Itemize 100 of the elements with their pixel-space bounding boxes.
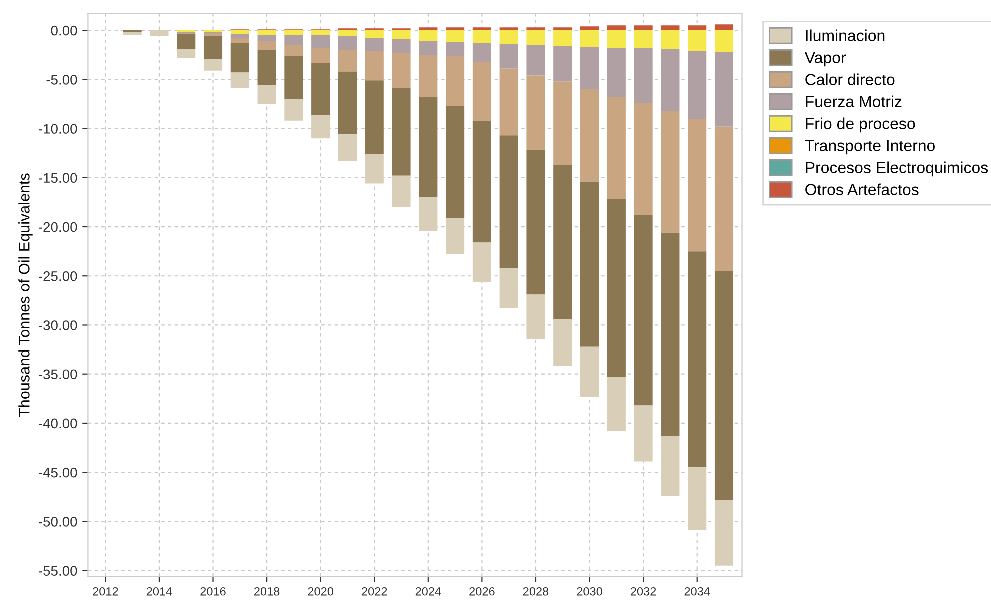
- bar: [580, 89, 600, 182]
- legend-label: Transporte Interno: [805, 140, 935, 155]
- bar: [365, 80, 384, 154]
- bar: [419, 55, 438, 98]
- x-tick-label: 2020: [308, 587, 334, 596]
- bar: [714, 500, 734, 566]
- x-tick-label: 2030: [577, 587, 602, 596]
- bar: [688, 26, 707, 31]
- bar: [688, 51, 707, 119]
- y-axis-title: Thousand Tonnes of Oil Equivalents: [18, 174, 33, 418]
- bar: [526, 294, 546, 339]
- bar: [714, 126, 734, 272]
- bar: [338, 134, 358, 162]
- y-tick-label: -20.00: [39, 222, 78, 232]
- bar: [714, 24, 734, 31]
- bar: [446, 28, 465, 31]
- bar: [554, 319, 572, 366]
- bar: [472, 30, 492, 44]
- bar: [554, 30, 572, 46]
- bar: [472, 62, 492, 121]
- bar: [392, 88, 411, 176]
- bar: [123, 32, 142, 36]
- bar: [312, 30, 330, 36]
- x-tick-label: 2032: [631, 587, 656, 596]
- bar: [472, 43, 492, 62]
- bar: [446, 106, 465, 218]
- x-tick-label: 2016: [200, 587, 226, 596]
- bar: [230, 34, 250, 38]
- bar: [312, 115, 330, 139]
- y-tick-label: 0.00: [51, 26, 78, 36]
- y-tick-label: -40.00: [39, 418, 78, 429]
- bar: [661, 26, 680, 31]
- bar: [580, 346, 600, 397]
- x-tick-label: 2014: [146, 587, 172, 596]
- bar: [419, 28, 438, 31]
- bar: [392, 39, 411, 54]
- bar: [338, 30, 358, 36]
- legend-label: Calor directo: [806, 74, 895, 86]
- bar: [607, 26, 626, 31]
- bar: [284, 30, 304, 36]
- bar: [284, 35, 304, 46]
- bar: [419, 198, 438, 231]
- bar: [258, 50, 276, 86]
- bar: [580, 182, 600, 347]
- bar: [204, 33, 223, 36]
- bar: [258, 30, 276, 36]
- bar: [554, 46, 572, 82]
- bar: [365, 51, 384, 81]
- bar: [714, 52, 734, 127]
- bar: [634, 406, 653, 462]
- bar: [554, 165, 572, 320]
- bar: [472, 28, 492, 31]
- bar: [258, 35, 276, 42]
- bar: [446, 42, 465, 56]
- bar: [688, 468, 707, 531]
- bar: [714, 271, 734, 500]
- bar: [258, 41, 276, 50]
- bar: [365, 30, 384, 38]
- bar: [526, 45, 546, 76]
- bar: [688, 252, 707, 468]
- bar: [526, 76, 546, 150]
- bar: [230, 38, 250, 44]
- bar: [177, 34, 196, 50]
- bar: [204, 36, 223, 60]
- bar: [284, 56, 304, 100]
- bar: [284, 45, 304, 56]
- y-tick-label: -5.00: [46, 74, 78, 85]
- bar: [688, 30, 707, 52]
- legend-label: Frio de proceso: [806, 118, 916, 133]
- y-tick-label: -30.00: [39, 320, 78, 330]
- x-tick-label: 2034: [684, 587, 710, 596]
- legend-label: Otros Artefactos: [806, 184, 919, 196]
- x-tick-label: 2022: [362, 587, 388, 596]
- bar: [446, 30, 465, 42]
- bar: [392, 30, 411, 40]
- y-tick-label: -10.00: [39, 124, 78, 134]
- bar: [607, 30, 626, 48]
- bar: [150, 30, 169, 36]
- bar: [419, 97, 438, 198]
- bar: [634, 48, 653, 104]
- bar: [338, 50, 358, 72]
- bar: [230, 43, 250, 73]
- bar: [312, 48, 330, 63]
- bar: [365, 38, 384, 52]
- bar: [634, 26, 653, 31]
- y-tick-label: -45.00: [39, 468, 78, 478]
- bar: [312, 35, 330, 48]
- bar: [500, 268, 518, 309]
- x-tick-label: 2012: [93, 587, 118, 596]
- bar: [661, 111, 680, 233]
- bar: [661, 232, 680, 436]
- bar: [500, 136, 518, 268]
- bar: [500, 44, 518, 69]
- legend-label: Procesos Electroquimicos: [806, 162, 988, 177]
- bar: [500, 30, 518, 44]
- bar: [500, 68, 518, 136]
- y-tick-label: -35.00: [39, 370, 78, 380]
- bar: [392, 176, 411, 208]
- bar: [446, 56, 465, 106]
- legend-label: Vapor: [804, 52, 846, 67]
